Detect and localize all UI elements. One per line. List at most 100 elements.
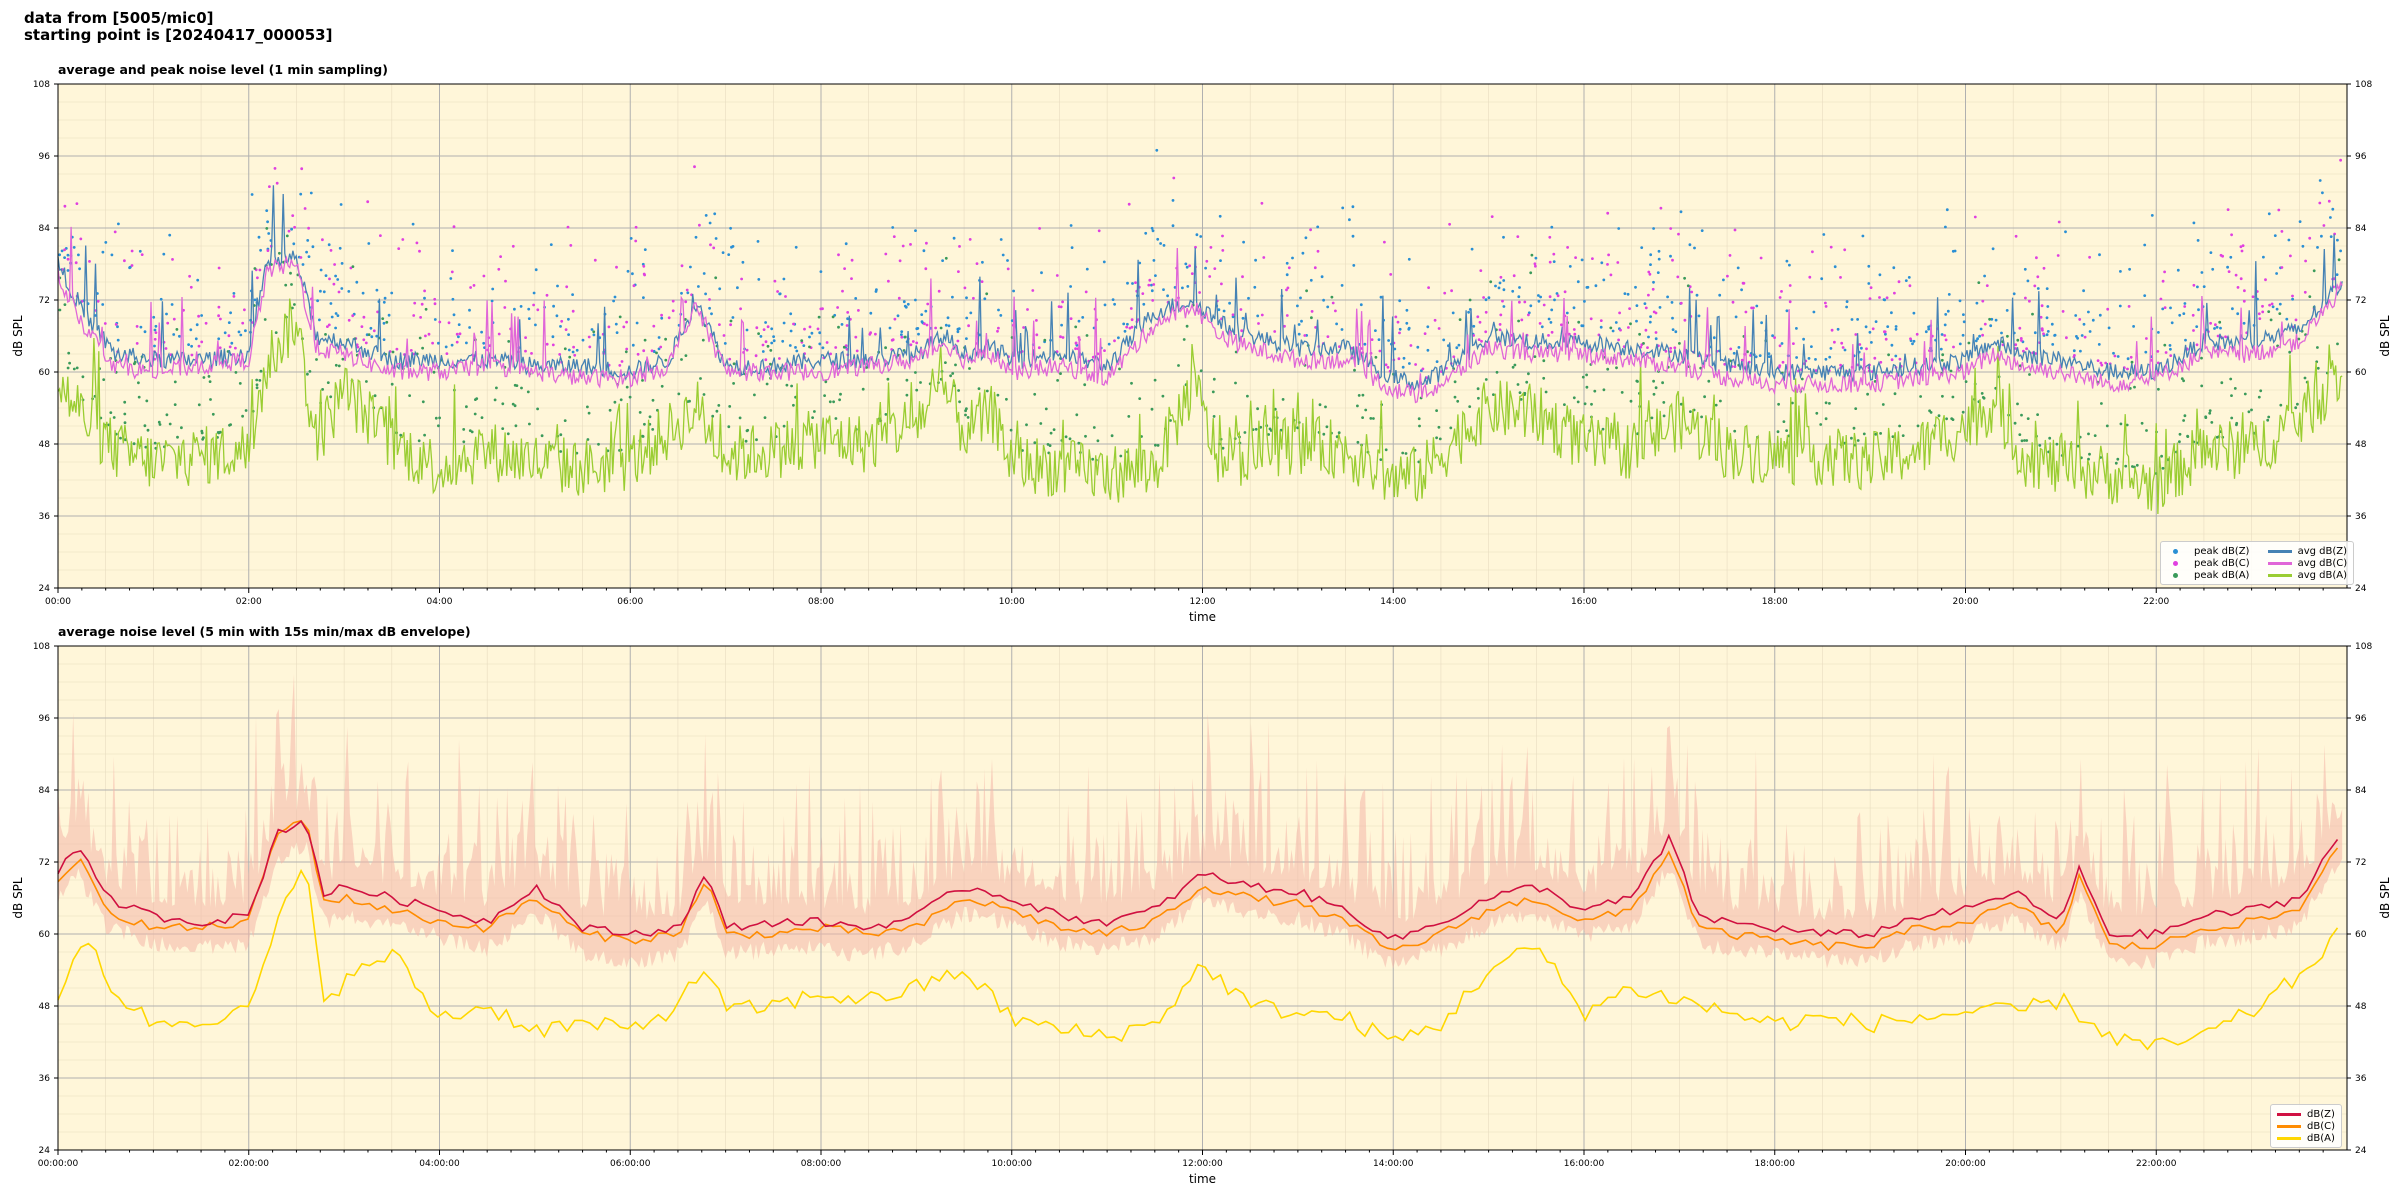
peak-z-point <box>2169 347 2172 351</box>
peak-z-point <box>217 337 221 341</box>
peak-c-point <box>329 249 333 252</box>
peak-c-point <box>1883 330 1886 334</box>
peak-c-point <box>2040 327 2044 330</box>
peak-z-point <box>1771 334 1774 338</box>
peak-c-point <box>1830 328 1834 332</box>
peak-c-point <box>1499 313 1503 317</box>
peak-a-point <box>258 379 262 382</box>
peak-z-point <box>741 260 745 264</box>
peak-a-point <box>1517 319 1520 323</box>
peak-c-point <box>1285 314 1289 317</box>
peak-c-point <box>2145 337 2148 340</box>
peak-a-point <box>785 383 789 387</box>
top-y-axis-label-right: dB SPL <box>2378 315 2392 357</box>
bottom-x-tick-label: 02:00:00 <box>229 1159 270 1169</box>
peak-z-point <box>1351 205 1355 209</box>
peak-z-point <box>1892 266 1896 270</box>
peak-c-point <box>1683 318 1687 322</box>
peak-a-point <box>837 325 840 329</box>
peak-z-point <box>534 323 537 327</box>
peak-z-point <box>2215 325 2219 329</box>
peak-z-point <box>1527 311 1531 315</box>
bottom-chart-legend: dB(Z) dB(C) dB(A) <box>2270 1104 2342 1148</box>
peak-c-point <box>997 326 1000 330</box>
peak-a-point <box>200 429 204 433</box>
peak-z-point <box>2046 330 2050 333</box>
peak-z-point <box>1572 306 1576 310</box>
peak-z-point <box>1991 247 1995 251</box>
peak-z-point <box>1550 225 1554 229</box>
peak-c-point <box>729 323 732 327</box>
peak-a-point <box>769 349 773 352</box>
peak-a-point <box>67 351 71 355</box>
peak-a-point <box>2279 403 2283 407</box>
peak-c-point <box>915 341 919 345</box>
peak-z-point <box>375 334 379 338</box>
peak-a-point <box>526 390 530 394</box>
peak-z-point <box>375 288 379 292</box>
peak-a-point <box>592 330 596 334</box>
peak-a-point <box>153 441 157 445</box>
peak-z-point <box>195 323 199 327</box>
peak-z-point <box>2143 294 2147 297</box>
peak-z-point <box>1657 249 1661 253</box>
peak-c-point <box>1731 300 1735 304</box>
peak-z-point <box>1467 310 1470 314</box>
peak-a-point <box>274 331 278 334</box>
peak-z-point <box>1379 295 1383 299</box>
peak-z-point <box>1927 327 1931 331</box>
peak-c-point <box>337 290 341 294</box>
peak-z-point <box>1159 242 1162 245</box>
peak-z-point <box>660 316 664 320</box>
peak-c-point <box>642 264 646 268</box>
peak-z-point <box>559 325 562 328</box>
peak-z-point <box>1199 235 1203 238</box>
peak-c-point <box>140 253 144 256</box>
peak-c-point <box>2129 355 2133 359</box>
peak-c-point <box>1069 317 1073 320</box>
peak-c-point <box>497 332 501 336</box>
peak-a-point <box>132 442 136 446</box>
peak-z-point <box>2301 244 2305 248</box>
peak-z-point <box>423 296 426 300</box>
peak-z-point <box>1352 264 1356 267</box>
peak-z-point <box>615 331 619 334</box>
peak-a-point <box>146 428 150 432</box>
peak-a-point <box>944 256 948 260</box>
peak-a-point <box>1324 405 1327 409</box>
peak-z-point <box>1718 293 1722 297</box>
peak-z-point <box>2318 179 2322 182</box>
peak-c-point <box>1287 266 1291 270</box>
peak-z-point <box>340 262 344 265</box>
peak-c-point <box>1476 315 1480 319</box>
peak-a-point <box>1199 369 1203 373</box>
peak-z-point <box>2236 312 2240 316</box>
avg-a-line-icon <box>2267 573 2292 577</box>
peak-c-point <box>321 238 324 242</box>
peak-c-point <box>1943 334 1947 337</box>
peak-c-point <box>1824 301 1827 305</box>
peak-z-point <box>267 232 271 235</box>
peak-z-point <box>2150 214 2154 217</box>
peak-z-point <box>237 330 241 334</box>
peak-c-point <box>937 289 941 293</box>
peak-z-point <box>1218 214 1222 218</box>
peak-a-point <box>1356 404 1359 408</box>
peak-a-point <box>1733 429 1737 433</box>
peak-a-point <box>2182 379 2186 383</box>
peak-a-point <box>655 351 658 355</box>
peak-a-point <box>1254 427 1258 431</box>
peak-a-point <box>2257 395 2261 399</box>
peak-c-point <box>1310 310 1314 313</box>
peak-z-point <box>319 289 322 293</box>
top-x-tick-label: 00:00 <box>45 597 71 607</box>
peak-a-point <box>211 412 215 416</box>
peak-a-point <box>2018 433 2022 436</box>
peak-z-point <box>387 313 391 317</box>
page-header: data from [5005/mic0] starting point is … <box>24 10 332 44</box>
peak-a-point <box>202 376 206 379</box>
peak-c-point <box>1533 262 1537 266</box>
peak-a-point <box>884 413 888 416</box>
bottom-y-tick-label-right: 48 <box>2355 1002 2367 1012</box>
peak-z-point <box>299 192 303 196</box>
